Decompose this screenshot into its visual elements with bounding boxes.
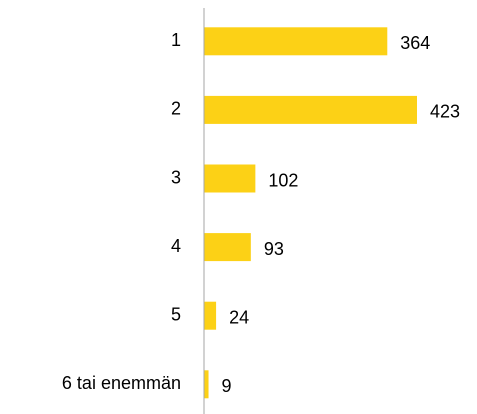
bar <box>204 370 209 399</box>
category-label: 6 tai enemmän <box>62 373 181 393</box>
category-label: 2 <box>171 99 181 119</box>
bar <box>204 164 256 193</box>
value-label: 423 <box>430 102 460 122</box>
category-label: 3 <box>171 167 181 187</box>
category-label: 4 <box>171 236 181 256</box>
bar <box>204 95 417 124</box>
category-label: 1 <box>171 30 181 50</box>
value-label: 364 <box>400 33 430 53</box>
bar <box>204 27 388 56</box>
value-label: 93 <box>264 239 284 259</box>
value-label: 24 <box>229 307 249 327</box>
bar <box>204 233 251 262</box>
value-label: 102 <box>268 170 298 190</box>
bar <box>204 301 217 330</box>
value-label: 9 <box>222 376 232 396</box>
category-label: 5 <box>171 304 181 324</box>
